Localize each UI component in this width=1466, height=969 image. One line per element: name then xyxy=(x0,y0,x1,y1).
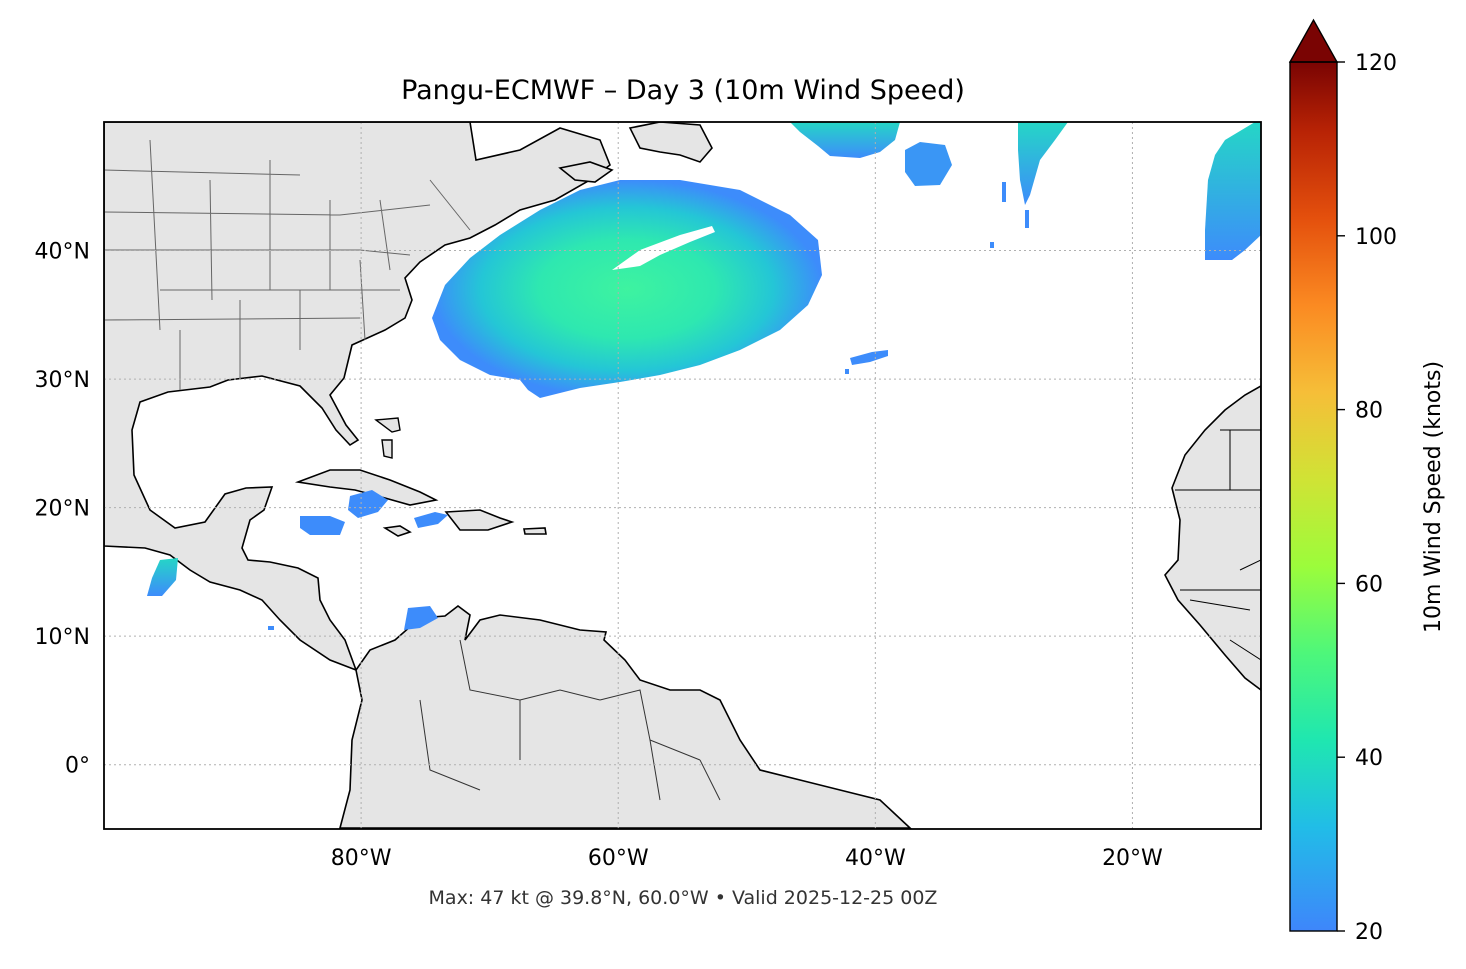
wind-blob-south-caribbean xyxy=(404,606,438,630)
colorbar-tick-label: 40 xyxy=(1355,746,1383,771)
lon-tick-label: 60°W xyxy=(588,846,649,871)
wind-blob-east xyxy=(1205,122,1261,260)
land-newfoundland xyxy=(628,122,713,163)
land-jamaica xyxy=(382,525,412,537)
longitude-labels: 80°W 60°W 40°W 20°W xyxy=(331,846,1163,871)
lat-tick-label: 0° xyxy=(65,754,90,779)
land-cuba xyxy=(294,469,439,506)
lat-tick-label: 10°N xyxy=(35,625,90,650)
land-puerto-rico xyxy=(523,527,547,535)
colorbar-extend-arrow xyxy=(1288,18,1339,63)
map-footer: Max: 47 kt @ 39.8°N, 60.0°W • Valid 2025… xyxy=(429,887,938,909)
land-africa xyxy=(1164,385,1261,691)
storm-wind-swath xyxy=(432,180,822,398)
wind-blob-caribbean-3 xyxy=(414,512,448,528)
land-nova-scotia xyxy=(558,161,614,183)
wind-speed-field xyxy=(147,122,1261,630)
wind-blob-north-3 xyxy=(1018,122,1068,205)
map-frame xyxy=(103,121,1262,830)
state-borders xyxy=(104,139,471,390)
lon-tick-label: 40°W xyxy=(845,846,906,871)
land-hispaniola xyxy=(444,509,515,531)
colorbar: 20 40 60 80 100 120 10m Wind Speed (knots) xyxy=(1288,18,1446,945)
latitude-labels: 0° 10°N 20°N 30°N 40°N xyxy=(35,240,90,779)
lon-tick-label: 80°W xyxy=(331,846,392,871)
wind-blob-north-1 xyxy=(790,122,900,158)
colorbar-ticks: 20 40 60 80 100 120 xyxy=(1337,51,1397,945)
map-title: Pangu-ECMWF – Day 3 (10m Wind Speed) xyxy=(401,75,965,106)
wind-blob-caribbean-2 xyxy=(300,516,345,535)
map-layers xyxy=(104,122,1261,829)
wind-blob-north-2 xyxy=(905,142,952,186)
land-south-america xyxy=(338,604,913,829)
colorbar-tick-label: 20 xyxy=(1355,920,1383,945)
colorbar-tick-label: 100 xyxy=(1355,225,1397,250)
colorbar-tick-label: 60 xyxy=(1355,572,1383,597)
lat-tick-label: 40°N xyxy=(35,240,90,265)
colorbar-label: 10m Wind Speed (knots) xyxy=(1421,361,1446,633)
country-borders-af xyxy=(1175,429,1261,661)
colorbar-tick-label: 120 xyxy=(1355,51,1397,76)
lat-tick-label: 20°N xyxy=(35,497,90,522)
wind-blob-caribbean-1 xyxy=(348,490,388,518)
wind-blob-pacific xyxy=(147,558,178,596)
storm-calm-center xyxy=(612,226,715,270)
colorbar-tick-label: 80 xyxy=(1355,399,1383,424)
land-bahamas xyxy=(374,417,401,459)
colorbar-gradient xyxy=(1290,62,1337,931)
lat-tick-label: 30°N xyxy=(35,368,90,393)
lon-tick-label: 20°W xyxy=(1102,846,1163,871)
land-north-america xyxy=(104,122,611,672)
colorbar-frame xyxy=(1289,61,1338,932)
country-borders-sa xyxy=(419,639,721,801)
